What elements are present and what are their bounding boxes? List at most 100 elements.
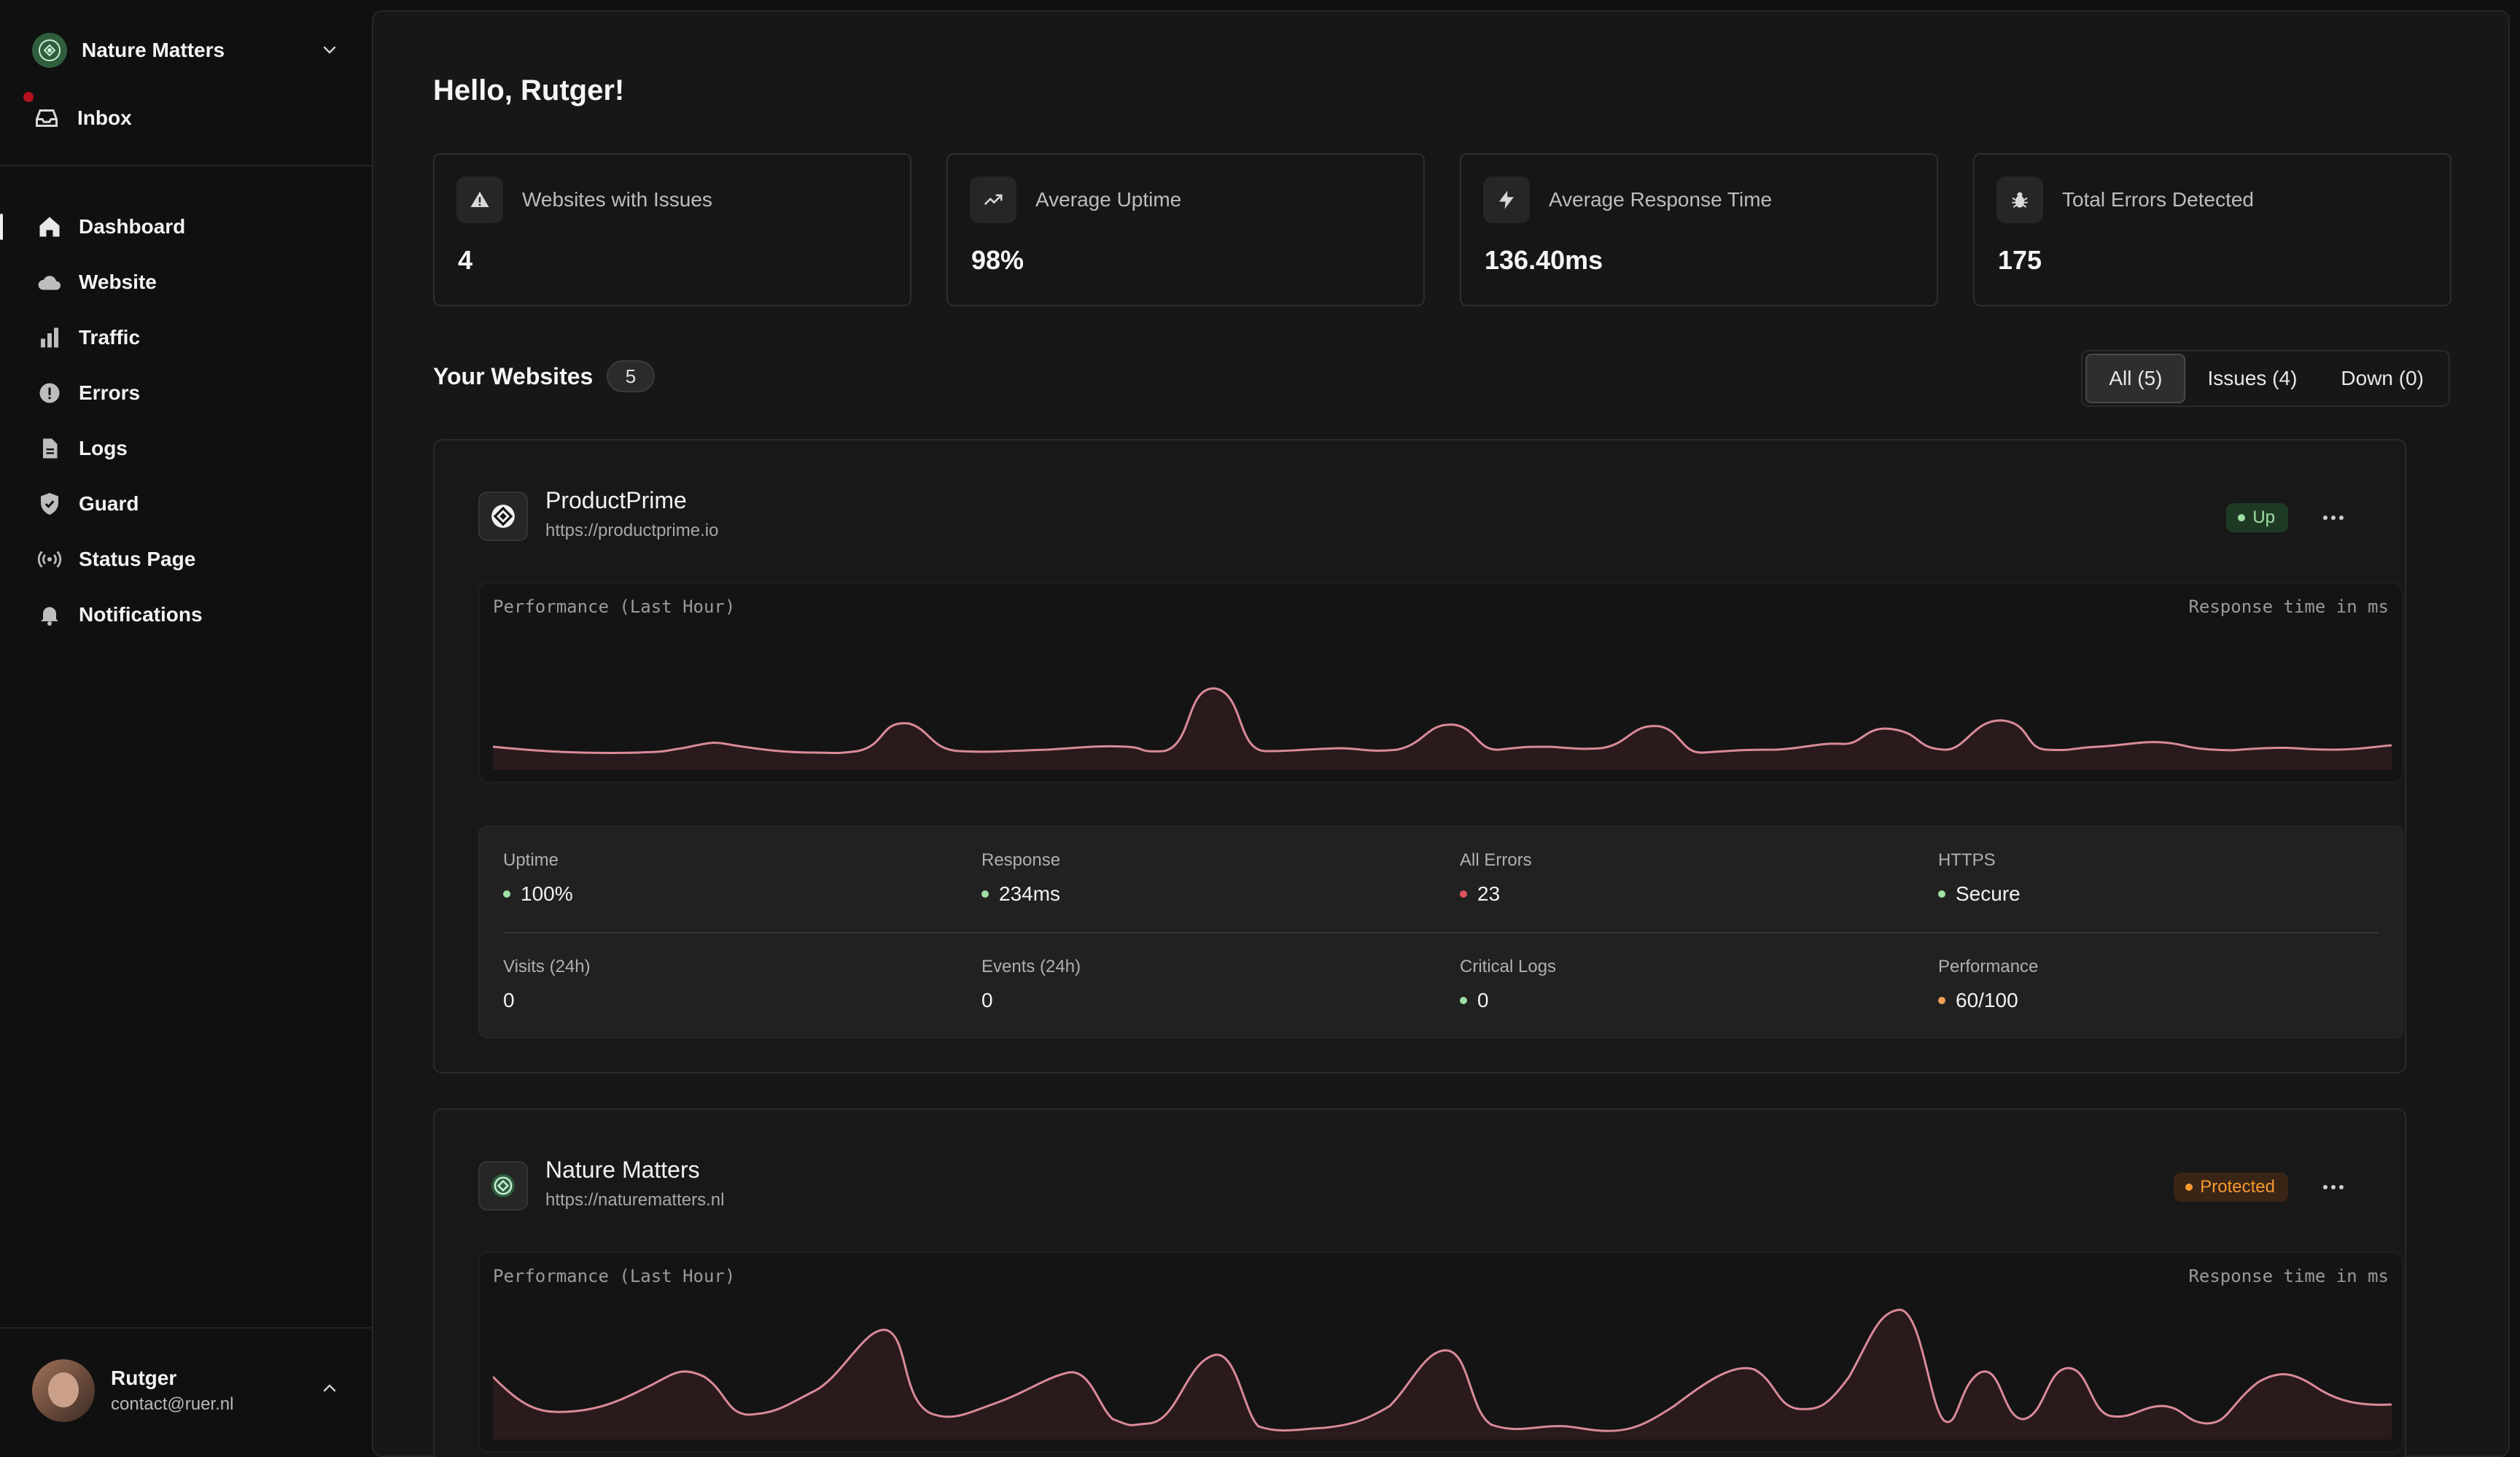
sidebar-item-website[interactable]: Website [0,255,372,310]
broadcast-icon [35,545,64,574]
metric-label: Response [981,850,1061,870]
main-panel: Hello, Rutger! Websites with Issues 4 Av… [372,10,2510,1457]
site-card-productprime[interactable]: ProductPrime https://productprime.io Up … [433,439,2406,1073]
status-badge: Protected [2174,1173,2288,1202]
sidebar-item-label: Dashboard [79,215,186,238]
bell-icon [35,600,64,629]
stat-value: 175 [1998,245,2042,275]
site-name[interactable]: ProductPrime [545,487,687,513]
site-metrics: Uptime 100% Response 234ms All Errors 23… [478,825,2403,1038]
status-dot [1938,997,1945,1004]
unread-indicator [23,92,34,102]
chevron-up-icon[interactable] [321,1380,338,1401]
sidebar-item-status-page[interactable]: Status Page [0,532,372,587]
metric-value-row: 60/100 [1938,989,2390,1012]
user-email: contact@ruer.nl [111,1394,234,1414]
status-label: Up [2252,508,2275,527]
status-dot [1460,890,1467,898]
status-dot [503,890,510,898]
metric-critical-logs: Critical Logs 0 [1460,957,1912,1012]
status-label: Protected [2200,1177,2275,1197]
metric-value: 234ms [999,882,1061,905]
metric-value: Secure [1956,882,2021,905]
inbox-label: Inbox [77,106,132,129]
status-badge: Up [2226,503,2288,532]
status-dot [981,890,989,898]
metric-value: 60/100 [1956,989,2018,1011]
filter-all[interactable]: All (5) [2085,354,2186,403]
stat-value: 98% [971,245,1024,275]
site-url[interactable]: https://naturematters.nl [545,1190,725,1210]
sidebar-item-logs[interactable]: Logs [0,421,372,476]
user-divider [0,1327,372,1329]
metric-label: Visits (24h) [503,957,591,976]
chart-unit-label: Response time in ms [2188,1266,2389,1286]
metric-label: HTTPS [1938,850,1996,870]
filter-down[interactable]: Down (0) [2341,367,2424,389]
status-dot [2238,514,2246,521]
sidebar-item-traffic[interactable]: Traffic [0,310,372,365]
sidebar-item-label: Notifications [79,603,203,626]
metric-value: 23 [1477,882,1501,905]
stat-card-average-response-time: Average Response Time 136.40ms [1460,153,1938,306]
bar-chart-icon [35,323,64,352]
metric-performance: Performance 60/100 [1938,957,2390,1012]
filter-issues[interactable]: Issues (4) [2207,367,2298,389]
sidebar-item-dashboard[interactable]: Dashboard [0,199,372,255]
sidebar-item-label: Errors [79,381,141,404]
sidebar-item-label: Website [79,271,157,293]
site-card-nature-matters[interactable]: Nature Matters https://naturematters.nl … [433,1108,2406,1457]
bug-icon [1996,176,2043,223]
sidebar-item-notifications[interactable]: Notifications [0,587,372,642]
status-dot [2185,1184,2193,1191]
alert-circle-icon [35,378,64,408]
stat-card-total-errors: Total Errors Detected 175 [1973,153,2451,306]
inbox-icon [32,104,61,133]
sparkline-area [493,688,2392,770]
chart-unit-label: Response time in ms [2188,597,2389,617]
sidebar-nav: Dashboard Website Traffic Errors Logs [0,199,372,642]
chevron-down-icon[interactable] [321,41,338,62]
inbox-link[interactable]: Inbox [23,92,132,134]
metric-value-row: 100% [503,882,955,906]
stat-value: 136.40ms [1485,245,1603,275]
site-count-badge: 5 [607,360,655,392]
sidebar-item-label: Status Page [79,548,196,570]
sidebar-divider [0,165,372,166]
metric-value-row: 0 [981,989,1434,1012]
home-icon [35,212,64,241]
stat-label: Websites with Issues [522,188,712,211]
avatar [32,1359,95,1422]
stat-value: 4 [458,245,473,275]
metric-https: HTTPS Secure [1938,850,2390,906]
status-dot [1938,890,1945,898]
site-url[interactable]: https://productprime.io [545,521,719,540]
lightning-icon [1483,176,1530,223]
cloud-icon [35,268,64,297]
site-logo-icon [478,1161,528,1211]
more-options-icon[interactable] [2314,503,2352,532]
site-name[interactable]: Nature Matters [545,1157,700,1183]
stat-label: Average Response Time [1549,188,1773,211]
user-menu[interactable]: Rutger contact@ruer.nl [32,1358,338,1423]
site-logo-icon [478,492,528,541]
performance-chart: Performance (Last Hour) Response time in… [478,582,2403,783]
sparkline-line [493,1308,2392,1432]
trending-up-icon [970,176,1016,223]
section-title: Your Websites [433,363,594,389]
more-options-icon[interactable] [2314,1173,2352,1202]
sidebar: Nature Matters Inbox Dashboard Website [0,0,372,1457]
metric-label: All Errors [1460,850,1532,870]
metric-response: Response 234ms [981,850,1434,906]
org-switcher[interactable]: Nature Matters [32,32,338,69]
filter-tabs: All (5) Issues (4) Down (0) [2081,350,2450,407]
status-dot [1460,997,1467,1004]
document-icon [35,434,64,463]
stat-label: Total Errors Detected [2062,188,2254,211]
shield-check-icon [35,489,64,518]
metric-value: 0 [981,989,993,1011]
metric-label: Uptime [503,850,559,870]
sidebar-item-errors[interactable]: Errors [0,365,372,421]
chart-title: Performance (Last Hour) [493,597,736,617]
sidebar-item-guard[interactable]: Guard [0,476,372,532]
